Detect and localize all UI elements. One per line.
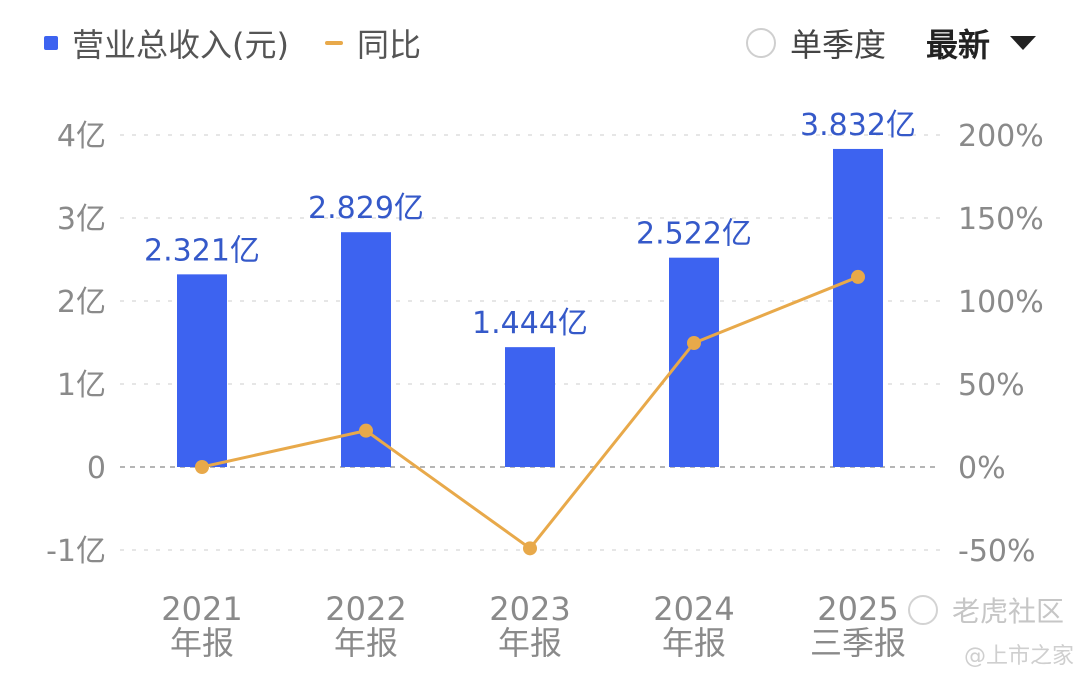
y-left-tick-label: -1亿 [46,534,106,569]
period-select-value: 最新 [925,26,990,64]
bar [177,274,227,467]
legend-swatch-bar [44,36,58,50]
bar-value-label: 2.321亿 [144,233,260,268]
legend-label-yoy: 同比 [356,26,421,64]
legend-swatch-line [324,41,343,45]
bar-value-label: 3.832亿 [800,108,916,143]
x-tick-label-period: 年报 [498,624,562,662]
bar [833,148,883,467]
legend-item-revenue[interactable]: 营业总收入(元) [44,20,289,66]
y-right-tick-label: 50% [958,368,1025,403]
quarter-toggle-label[interactable]: 单季度 [789,26,886,64]
y-right-tick-label: 200% [958,119,1044,154]
y-left-tick-label: 1亿 [57,368,106,403]
y-right-tick-label: 150% [958,202,1044,237]
watermark-sub: @上市之家 [964,644,1075,669]
yoy-point [523,541,537,556]
tiger-logo-icon [908,595,938,625]
bar-value-label: 2.522亿 [636,217,752,252]
bar-value-label: 1.444亿 [472,306,588,341]
chevron-down-icon [1010,36,1036,50]
y-left-tick-label: 2亿 [57,285,106,320]
y-right-tick-label: 100% [958,285,1044,320]
y-right-tick-label: 0% [958,451,1006,486]
quarter-toggle-radio[interactable] [745,28,776,58]
y-left-tick-label: 4亿 [57,119,106,154]
x-tick-label-period: 年报 [170,624,234,662]
x-tick-label-period: 三季报 [810,624,906,662]
yoy-point [851,269,865,284]
y-left-tick-label: 0 [87,451,106,486]
x-tick-label-year: 2025 [817,590,898,628]
chart-legend: 营业总收入(元) 同比 [44,18,457,68]
yoy-point [359,423,373,438]
x-tick-label-year: 2021 [161,590,242,628]
watermark-text: 老虎社区 [952,595,1065,628]
yoy-point [195,460,209,474]
x-tick-label-year: 2022 [325,590,406,628]
x-tick-label-period: 年报 [662,624,726,662]
x-tick-label-year: 2024 [653,590,734,628]
bar-value-label: 2.829亿 [308,191,424,226]
bar [505,347,555,467]
chart-controls: 单季度 最新 [745,18,1036,68]
legend-label-revenue: 营业总收入(元) [72,26,289,64]
x-tick-label-year: 2023 [489,590,570,628]
watermark: 老虎社区 [908,590,1064,630]
bar [669,257,719,467]
legend-item-yoy[interactable]: 同比 [324,20,421,66]
x-tick-label-period: 年报 [334,624,398,662]
y-left-tick-label: 3亿 [57,202,106,237]
period-select[interactable]: 最新 [926,20,1036,66]
yoy-point [687,335,701,350]
y-right-tick-label: -50% [958,534,1036,569]
